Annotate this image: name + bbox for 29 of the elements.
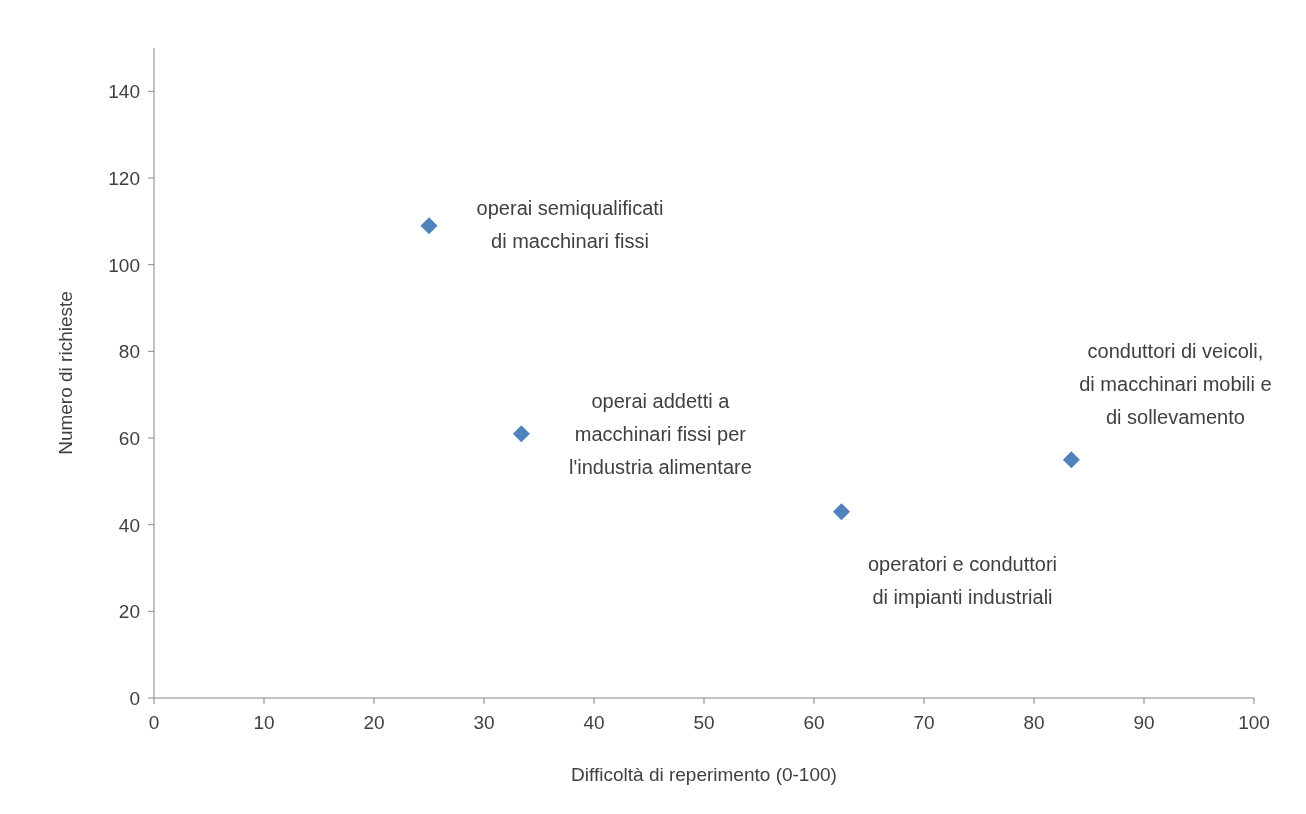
annotation: operai addetti a macchinari fissi per l'industria alimentare — [569, 389, 752, 478]
y-axis-title: Numero di richieste — [55, 291, 76, 455]
x-tick-label: 40 — [583, 712, 605, 733]
x-tick-label: 80 — [1023, 712, 1045, 733]
y-tick-label: 40 — [118, 514, 140, 536]
point — [1062, 451, 1080, 469]
x-tick-label: 60 — [803, 712, 825, 733]
x-axis-title: Difficoltà di reperimento (0-100) — [571, 764, 837, 785]
annotation: operai semiqualificati di macchinari fissi — [476, 197, 664, 253]
point — [420, 217, 438, 235]
x-tick-label: 10 — [253, 712, 275, 733]
x-tick-label: 70 — [913, 712, 935, 733]
x-tick-label: 0 — [148, 712, 160, 733]
x-tick-label: 50 — [693, 712, 715, 733]
point — [833, 503, 850, 521]
annotation: operatori e conduttori di impianti industriali — [867, 553, 1058, 609]
y-tick-label: 140 — [108, 81, 140, 103]
y-tick-label: 100 — [108, 254, 140, 276]
x-tick-label: 30 — [473, 712, 495, 733]
x-tick-label: 20 — [363, 712, 385, 733]
point — [512, 425, 530, 443]
annotation: conduttori di veicoli, di macchinari mobili e di sollevamento — [1079, 339, 1272, 428]
x-tick-label: 90 — [1133, 712, 1155, 733]
y-tick-label: 20 — [118, 601, 140, 623]
y-tick-label: 60 — [118, 428, 140, 449]
y-tick-label: 80 — [118, 341, 140, 363]
y-tick-label: 0 — [129, 688, 140, 709]
x-tick-label: 100 — [1238, 712, 1270, 733]
y-tick-label: 120 — [108, 168, 140, 189]
